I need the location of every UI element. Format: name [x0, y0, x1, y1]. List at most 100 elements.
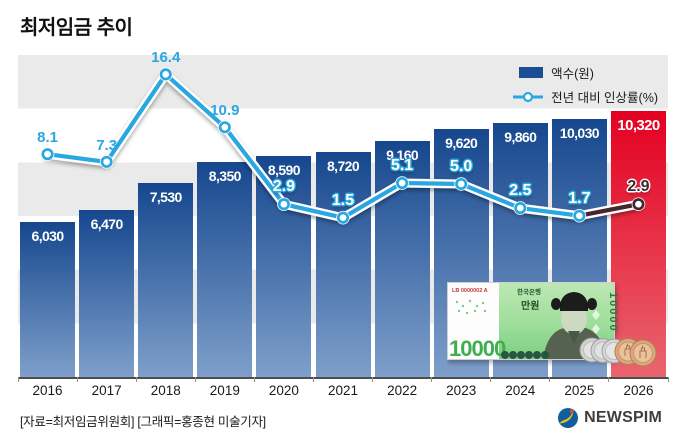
- rate-marker-2021: [336, 211, 350, 224]
- axis-tick: [312, 377, 314, 382]
- rate-value-label-2024: 2.5: [509, 182, 532, 200]
- newspim-logo-icon: [558, 408, 579, 428]
- wage-value-label: 10,030: [559, 125, 600, 141]
- bar-column-2020: 8,590: [254, 55, 313, 377]
- rate-marker-2019: [218, 121, 231, 134]
- legend: 액수(원) 전년 대비 인상률(%): [513, 63, 658, 106]
- rate-value-label-2019: 10.9: [210, 102, 240, 120]
- year-label-2024: 2024: [505, 383, 536, 398]
- bar-column-2021: 8,720: [313, 55, 372, 377]
- rate-value-label-2017: 7.3: [96, 136, 118, 154]
- rate-marker-2025: [573, 209, 586, 222]
- wage-value-label: 8,350: [208, 168, 242, 184]
- wage-value-label: 8,590: [267, 162, 301, 178]
- rate-value-label-2016: 8.1: [37, 129, 58, 147]
- year-label-2026: 2026: [623, 383, 654, 398]
- wage-value-label: 9,860: [504, 129, 537, 145]
- rate-value-label-2018: 16.4: [151, 49, 181, 67]
- rate-line-series: [40, 67, 646, 225]
- rate-line-final-segment: [577, 202, 641, 218]
- x-axis-year-labels: 2016 2017 2018 2019 2020 2021 2022 2023 2024 2025…: [18, 383, 668, 398]
- axis-tick: [549, 377, 551, 382]
- wage-bar-2016: 6,030: [20, 222, 76, 377]
- rate-marker-2026: [632, 198, 645, 211]
- wage-value-label: 6,030: [31, 228, 65, 244]
- year-label-2017: 2017: [91, 383, 122, 398]
- rate-value-label-2026: 2.9: [627, 178, 650, 196]
- rate-value-label-2022: 5.1: [390, 157, 414, 175]
- year-label-2025: 2025: [564, 383, 595, 398]
- newspim-logo-text: NEWSPIM: [584, 409, 662, 426]
- rate-marker-2016: [41, 148, 54, 161]
- banknote-denomination-vertical: 10000: [607, 292, 619, 333]
- bar-swatch-icon: [519, 67, 544, 78]
- rate-marker-2022: [396, 176, 409, 190]
- axis-tick: [135, 377, 137, 382]
- wage-value-label: 9,160: [386, 147, 419, 163]
- banknote-bank-name: 한국은행: [517, 287, 541, 296]
- bar-column-2016: 6,030: [18, 55, 77, 377]
- banknote-denomination-large: 10000: [449, 336, 506, 361]
- wage-bar-2019: 8,350: [197, 162, 253, 377]
- wage-value-label: 9,620: [445, 135, 478, 151]
- rate-marker-2017: [100, 155, 113, 168]
- wage-value-label: 6,470: [90, 216, 124, 232]
- year-label-2021: 2021: [327, 383, 359, 398]
- security-dots: [455, 299, 487, 315]
- legend-line-icon: [513, 91, 544, 103]
- axis-tick: [431, 377, 433, 382]
- bar-column-2019: 8,350: [195, 55, 254, 377]
- rate-marker-2023: [455, 177, 468, 191]
- wage-bar-2017: 6,470: [79, 210, 135, 377]
- banknote: LB 0000002 A 한국은행 만원 10000 10000: [447, 282, 619, 361]
- line-marker-swatch-icon: [513, 91, 544, 102]
- rate-value-label-2021: 1.5: [331, 191, 355, 209]
- axis-tick: [372, 377, 374, 382]
- bar-column-2018: 7,530: [136, 55, 195, 377]
- banknote-serial: LB 0000002 A: [452, 288, 488, 294]
- year-label-2018: 2018: [150, 383, 181, 398]
- year-label-2022: 2022: [387, 383, 418, 398]
- bar-column-2026: 10,320: [609, 55, 668, 377]
- legend-item-wage: 액수(원): [513, 63, 658, 82]
- newspim-brand: NEWSPIM: [557, 407, 662, 429]
- banknote-and-coins-illustration: LB 0000002 A 한국은행 만원 10000 10000: [447, 282, 657, 367]
- wage-value-label: 7,530: [149, 189, 183, 205]
- scallop-strip: [501, 351, 549, 359]
- wage-bar-2026: 10,320: [610, 111, 666, 377]
- bronze-coin: [629, 339, 657, 367]
- axis-tick: [194, 377, 196, 382]
- axis-tick: [667, 377, 669, 382]
- axis-tick: [490, 377, 492, 382]
- bar-column-2017: 6,470: [77, 55, 136, 377]
- wage-bar-2021: 8,720: [315, 152, 371, 377]
- wage-value-label: 8,720: [326, 158, 360, 174]
- legend-item-rate: 전년 대비 인상률(%): [513, 87, 658, 106]
- rate-value-label-2020: 2.9: [272, 178, 296, 196]
- source-credit: [자료=최저임금위원회] [그래픽=홍종현 미술기자]: [20, 415, 266, 429]
- wage-bar-2020: 8,590: [256, 156, 312, 377]
- legend-bar-label: 액수(원): [551, 67, 594, 81]
- axis-tick: [608, 377, 610, 382]
- legend-line-label: 전년 대비 인상률(%): [551, 91, 658, 105]
- rate-marker-2020: [277, 198, 290, 211]
- wage-bar-2018: 7,530: [138, 183, 194, 377]
- axis-tick: [76, 377, 78, 382]
- rate-line-main: [45, 72, 582, 220]
- coins: [579, 337, 657, 367]
- year-label-2019: 2019: [209, 383, 240, 398]
- axis-tick: [17, 377, 19, 382]
- rate-value-label-2025: 1.7: [568, 189, 591, 207]
- axis-tick: [253, 377, 255, 382]
- year-label-2020: 2020: [268, 383, 299, 398]
- legend-bar-icon: [513, 67, 544, 78]
- year-label-2023: 2023: [446, 383, 477, 398]
- page-title: 최저임금 추이: [20, 17, 133, 39]
- year-label-2016: 2016: [32, 383, 63, 398]
- rate-marker-2024: [514, 202, 527, 215]
- banknote-denomination-kr: 만원: [521, 299, 539, 312]
- wage-value-label: 10,320: [617, 117, 660, 134]
- rate-value-label-2023: 5.0: [450, 158, 473, 175]
- rate-marker-2018: [159, 68, 172, 81]
